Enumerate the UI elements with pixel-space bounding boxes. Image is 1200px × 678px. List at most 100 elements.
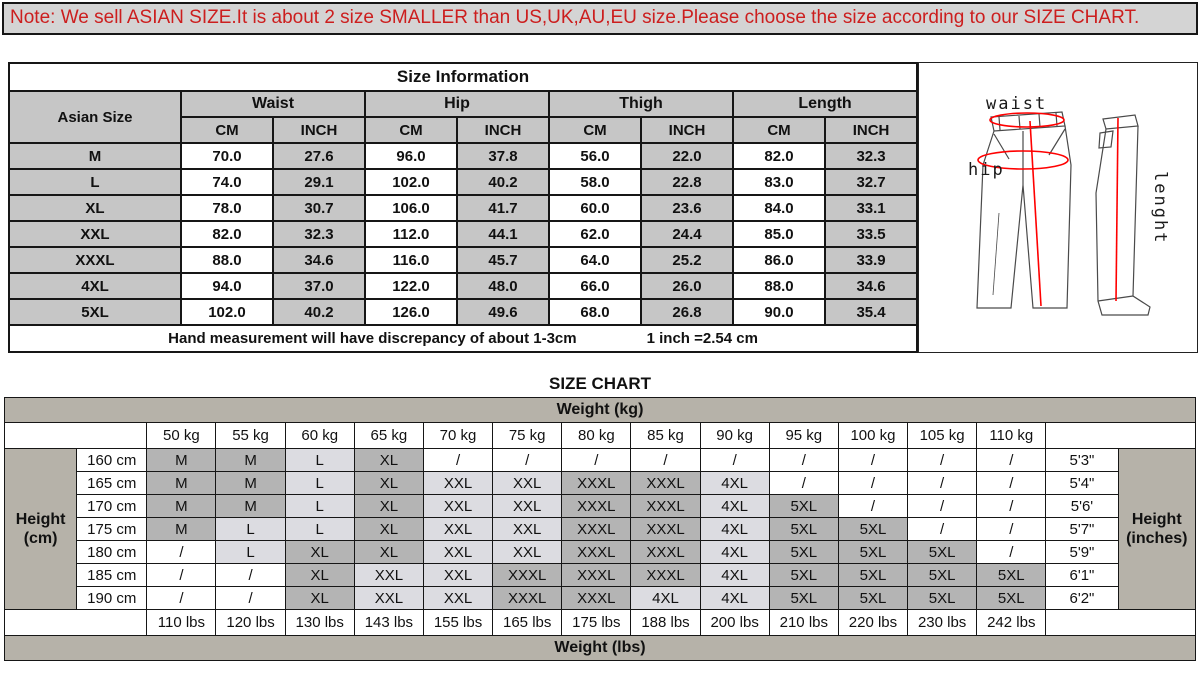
recommended-size-cell: XXXL <box>630 494 701 518</box>
no-size-cell: / <box>699 448 770 472</box>
no-size-cell: / <box>976 517 1047 541</box>
height-row-180-cm: 180 cm / L XL XL XXL XXL XXXL XXXL 4XL 5XL 5XL 5XL/5… <box>5 540 1196 564</box>
size-info-title: Size Information <box>7 62 919 92</box>
weight-lbs-label: 175 lbs <box>561 609 632 636</box>
recommended-size-cell: XXXL <box>561 586 632 610</box>
weight-lbs-label: 230 lbs <box>907 609 978 636</box>
inch-value: 22.8 <box>640 168 734 196</box>
cm-value: 102.0 <box>180 298 274 326</box>
inch-value: 45.7 <box>456 246 550 274</box>
recommended-size-cell: XXXL <box>630 517 701 541</box>
size-label: 4XL <box>8 272 182 300</box>
recommended-size-cell: XXXL <box>561 517 632 541</box>
front-length-line <box>1029 120 1042 307</box>
inch-value: 23.6 <box>640 194 734 222</box>
recommended-size-cell: XXXL <box>561 471 632 495</box>
weight-kg-band-row: Weight (kg) <box>4 397 1196 423</box>
recommended-size-cell: XXXL <box>630 471 701 495</box>
inch-value: 35.4 <box>823 298 919 326</box>
recommended-size-cell: 4XL <box>699 586 770 610</box>
inch-value: 26.8 <box>640 298 734 326</box>
measurement-lines-side <box>1115 117 1119 302</box>
recommended-size-cell: XXL <box>422 471 494 495</box>
weight-kg-label: 100 kg <box>837 422 909 449</box>
inch-value: 37.0 <box>272 272 366 300</box>
asian-size-note: Note: We sell ASIAN SIZE.It is about 2 s… <box>2 2 1198 35</box>
recommended-size-cell: 4XL <box>699 494 770 518</box>
recommended-size-cell: 5XL <box>907 540 978 564</box>
no-size-cell: / <box>768 448 839 472</box>
cm-value: 88.0 <box>180 246 274 274</box>
recommended-size-cell: XXL <box>422 586 494 610</box>
weight-kg-label: 70 kg <box>422 422 494 449</box>
recommended-size-cell: XXL <box>353 563 424 587</box>
unit-header-row: CM INCH CM INCH CM INCH CM INCH <box>9 116 919 144</box>
cm-value: 68.0 <box>548 298 642 326</box>
pants-side-outline <box>1095 114 1151 316</box>
no-size-cell: / <box>630 448 701 472</box>
size-row-l: L 74.0 29.1 102.0 40.2 58.0 22.8 83.0 32.7 <box>8 168 919 196</box>
height-weight-size-chart: Weight (kg) 50 kg 55 kg 60 kg 65 kg 70 kg 75 k… <box>3 397 1197 661</box>
weight-lbs-label: 155 lbs <box>422 609 494 636</box>
recommended-size-cell: XL <box>353 494 424 518</box>
recommended-size-cell: L <box>284 448 355 472</box>
recommended-size-cell: 5XL <box>907 586 978 610</box>
weight-lbs-label: 120 lbs <box>215 609 286 636</box>
unit-header-inch: INCH <box>456 116 550 144</box>
size-label: 5XL <box>8 298 182 326</box>
empty-corner <box>3 422 148 449</box>
size-row-5xl: 5XL 102.0 40.2 126.0 49.6 68.0 26.8 90.0 35.4 <box>8 298 919 326</box>
measurement-lines-front <box>977 112 1069 307</box>
height-inches-value: 5'4" <box>1045 471 1119 495</box>
no-size-cell: / <box>422 448 494 472</box>
measurement-disclaimer: Hand measurement will have discrepancy o… <box>7 324 919 353</box>
size-row-xxl: XXL 82.0 32.3 112.0 44.1 62.0 24.4 85.0 33.5 <box>8 220 919 248</box>
recommended-size-cell: XXL <box>422 494 494 518</box>
no-size-cell: / <box>837 448 909 472</box>
cm-value: 106.0 <box>364 194 458 222</box>
recommended-size-cell: XL <box>353 540 424 564</box>
unit-header-cm: CM <box>180 116 274 144</box>
recommended-size-cell: L <box>284 471 355 495</box>
size-label: M <box>8 142 182 170</box>
cm-value: 78.0 <box>180 194 274 222</box>
recommended-size-cell: 5XL <box>837 540 909 564</box>
cm-value: 83.0 <box>732 168 826 196</box>
weight-kg-label: 55 kg <box>215 422 286 449</box>
inch-value: 40.2 <box>272 298 366 326</box>
weight-lbs-labels-row: 110 lbs 120 lbs 130 lbs 143 lbs 155 lbs 165 l… <box>3 609 1196 636</box>
recommended-size-cell: XXXL <box>630 563 701 587</box>
cm-value: 58.0 <box>548 168 642 196</box>
recommended-size-cell: 4XL <box>699 563 770 587</box>
weight-kg-label: 75 kg <box>492 422 563 449</box>
weight-kg-label: 90 kg <box>699 422 770 449</box>
no-size-cell: / <box>907 494 978 518</box>
no-size-cell: / <box>837 471 909 495</box>
size-chart-title: SIZE CHART <box>549 374 651 393</box>
inch-value: 34.6 <box>272 246 366 274</box>
recommended-size-cell: 4XL <box>630 586 701 610</box>
recommended-size-cell: XL <box>353 471 424 495</box>
weight-lbs-label: 210 lbs <box>768 609 839 636</box>
unit-header-cm: CM <box>732 116 826 144</box>
size-row-xxxl: XXXL 88.0 34.6 116.0 45.7 64.0 25.2 86.0 33.9 <box>8 246 919 274</box>
recommended-size-cell: XXL <box>422 563 494 587</box>
waist-label: waist <box>986 94 1047 114</box>
recommended-size-cell: 5XL <box>976 586 1047 610</box>
size-row-xl: XL 78.0 30.7 106.0 41.7 60.0 23.6 84.0 33.1 <box>8 194 919 222</box>
empty-corner <box>3 609 148 636</box>
height-inches-value: 6'2" <box>1045 586 1119 610</box>
waist-measure-ellipse <box>989 112 1065 128</box>
recommended-size-cell: XXXL <box>561 494 632 518</box>
inch-value: 26.0 <box>640 272 734 300</box>
weight-lbs-label: 143 lbs <box>353 609 424 636</box>
inch-value: 32.7 <box>823 168 919 196</box>
inch-value: 24.4 <box>640 220 734 248</box>
height-row-160-cm: Height (cm) 160 cm M M L XL / / / / / / / //5'3" Heigh… <box>3 448 1197 610</box>
unit-header-inch: INCH <box>823 116 919 144</box>
no-size-cell: / <box>215 563 286 587</box>
size-label: XL <box>8 194 182 222</box>
cm-value: 60.0 <box>548 194 642 222</box>
recommended-size-cell: M <box>146 494 217 518</box>
inch-value: 40.2 <box>456 168 550 196</box>
